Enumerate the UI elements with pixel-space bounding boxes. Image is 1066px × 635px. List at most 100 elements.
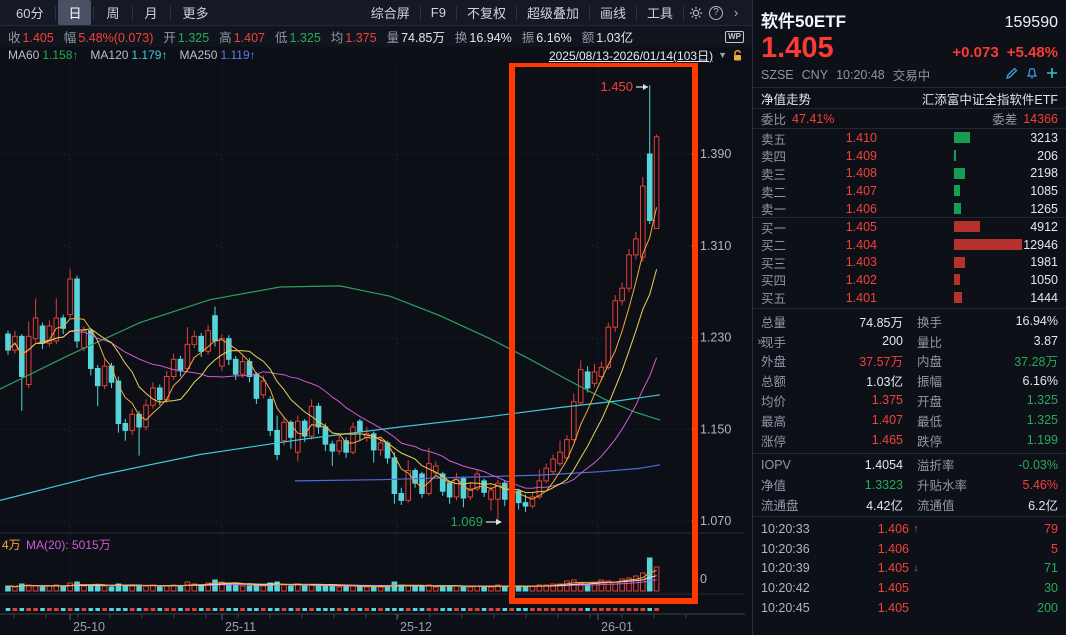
tick-row-3[interactable]: 10:20:39 1.405 ↓ 71: [761, 561, 1058, 576]
depth-bar: [954, 202, 961, 214]
sell-level-1[interactable]: 卖五 1.410 3213: [761, 131, 1058, 147]
depth-bar: [954, 150, 956, 162]
quote-stat-幅: 幅 5.48%(0.073): [63, 31, 154, 45]
quote-stat-低: 低 1.325: [274, 31, 321, 45]
depth-bar: [954, 291, 962, 303]
stat-row-流通盘: 流通盘 4.42亿 流通值 6.2亿: [761, 498, 1058, 513]
sell-level-2[interactable]: 卖四 1.409 206: [761, 148, 1058, 165]
chart-canvas[interactable]: 1.390 1.310 1.230 1.150 1.070 4万 MA(20): 5015万…: [0, 63, 752, 635]
buy-level-5[interactable]: 买五 1.401 1444: [761, 290, 1058, 307]
depth-bar: [954, 256, 965, 268]
buy-level-4[interactable]: 买四 1.402 1050: [761, 272, 1058, 289]
toolbar-item-1[interactable]: 综合屏: [370, 6, 410, 21]
weicha-label: 委差: [992, 113, 1018, 128]
weicha-value: 14366: [1023, 111, 1058, 126]
buy-level-2[interactable]: 买二 1.404 12946: [761, 237, 1058, 254]
sell-level-5[interactable]: 卖一 1.406 1265: [761, 201, 1058, 218]
stat-row-总额: 总额 1.03亿 振幅 6.16%: [761, 373, 1058, 390]
divider: [55, 5, 57, 20]
sell-level-4[interactable]: 卖二 1.407 1085: [761, 184, 1058, 200]
quote-stat-均: 均 1.375: [330, 31, 377, 45]
quote-panel: » 软件50ETF 159590 1.405 +0.073 +5.48% SZSE…: [752, 0, 1066, 635]
x-axis-label: 26-01: [601, 620, 633, 634]
toolbar-item-4[interactable]: 超级叠加: [526, 6, 579, 21]
date-range-selector[interactable]: 2025/08/13-2026/01/14(103日): [548, 48, 714, 63]
sell-level-3[interactable]: 卖三 1.408 2198: [761, 166, 1058, 182]
period-tab-2[interactable]: 日: [58, 0, 92, 25]
change-percent: +5.48%: [1006, 44, 1058, 61]
tick-row-5[interactable]: 10:20:45 1.405 200: [761, 600, 1058, 615]
exchange-label: SZSE: [761, 67, 794, 82]
volume-ma5-label: 4万: [2, 538, 21, 552]
period-tab-5[interactable]: 更多: [182, 6, 209, 21]
buy-level-3[interactable]: 买三 1.403 1981: [761, 255, 1058, 271]
toolbar-right-group: 综合屏 F9 不复权 超级叠加 画线 工具 ? ›: [363, 0, 746, 25]
tick-row-2[interactable]: 10:20:36 1.406 5: [761, 541, 1058, 556]
chart-section: 60分日周 月 更多 综合屏 F9 不复权 超级叠加 画线 工具 ? › 收 1.405 幅 5.4…: [0, 0, 752, 635]
panel-collapse-handle[interactable]: »: [757, 336, 764, 348]
alert-bell-icon[interactable]: [1026, 67, 1038, 82]
last-price: 1.405: [761, 32, 834, 64]
quote-stat-高: 高 1.407: [219, 31, 265, 45]
session-status: 交易中: [892, 69, 931, 84]
main-toolbar: 60分日周 月 更多 综合屏 F9 不复权 超级叠加 画线 工具 ? ›: [0, 0, 752, 26]
divider: [169, 5, 171, 20]
toolbar-item-6[interactable]: 工具: [646, 6, 673, 21]
stat-row-最高: 最高 1.407 最低 1.325: [761, 413, 1058, 429]
unlock-icon[interactable]: [732, 49, 744, 62]
stat-row-IOPV: IOPV 1.4054 溢折率 -0.03%: [761, 457, 1058, 474]
stat-row-现手: 现手 200 量比 3.87: [761, 334, 1058, 350]
y-axis-label: 1.390: [700, 147, 731, 161]
period-low-annotation: 1.069: [450, 514, 483, 529]
chevron-down-icon[interactable]: ▼: [718, 50, 727, 60]
wp-monitor-icon[interactable]: WP: [725, 30, 744, 43]
ma-indicator-MA120: MA120 1.179↑: [90, 48, 168, 62]
buy-order-book: 买一 1.405 4912 买二 1.404 12946 买三 1.403 1981 买四 1.40…: [753, 218, 1066, 310]
y-axis-label: 1.310: [700, 239, 731, 253]
currency-label: CNY: [801, 67, 829, 82]
divider: [419, 5, 421, 20]
divider: [588, 5, 590, 20]
candlestick-chart[interactable]: 1.390 1.310 1.230 1.150 1.070 4万 MA(20): 5015万…: [0, 63, 752, 635]
stat-row-总量: 总量 74.85万 换手 16.94%: [761, 314, 1058, 330]
toolbar-item-5[interactable]: 画线: [599, 6, 626, 21]
fund-full-name: 汇添富中证全指软件ETF: [921, 92, 1058, 107]
help-icon[interactable]: ?: [706, 4, 726, 22]
quote-stat-额: 额 1.03亿: [581, 31, 634, 45]
depth-bar: [954, 132, 970, 144]
buy-level-1[interactable]: 买一 1.405 4912: [761, 220, 1058, 236]
chevron-right-icon[interactable]: ›: [733, 5, 739, 20]
period-tab-3[interactable]: 周: [106, 6, 120, 21]
divider: [93, 5, 95, 20]
ma-indicator-MA250: MA250 1.119↑: [179, 48, 256, 62]
sell-order-book: 卖五 1.410 3213 卖四 1.409 206 卖三 1.408 2198 卖二 1.407 1…: [753, 129, 1066, 219]
add-plus-icon[interactable]: [1046, 67, 1058, 82]
nav-trend-link[interactable]: 净值走势: [761, 92, 812, 107]
stat-row-涨停: 涨停 1.465 跌停 1.199: [761, 433, 1058, 449]
toolbar-item-2[interactable]: F9: [430, 5, 446, 20]
y-axis-label: 1.230: [700, 331, 731, 345]
depth-bar: [954, 274, 960, 286]
tick-list: 10:20:33 1.406 ↑ 79 10:20:36 1.406 5 10:20:39 1.…: [753, 517, 1066, 619]
toolbar-item-3[interactable]: 不复权: [466, 6, 506, 21]
tick-row-1[interactable]: 10:20:33 1.406 ↑ 79: [761, 522, 1058, 537]
divider: [131, 5, 133, 20]
period-high-annotation: 1.450: [600, 79, 633, 94]
weibi-label: 委比: [761, 113, 787, 128]
date-range-control: 2025/08/13-2026/01/14(103日) ▼: [549, 47, 744, 64]
divider: [683, 5, 684, 20]
stats-grid: 总量 74.85万 换手 16.94% 现手 200 量比 3.87 外盘 37.57万 内盘 37.…: [753, 309, 1066, 454]
volume-zero-label: 0: [700, 572, 707, 586]
settings-gear-icon[interactable]: [686, 4, 706, 22]
edit-pencil-icon[interactable]: [1005, 67, 1018, 82]
stat-row-外盘: 外盘 37.57万 内盘 37.28万: [761, 355, 1058, 370]
divider: [455, 5, 457, 20]
depth-bar: [954, 185, 960, 197]
quote-stat-开: 开 1.325: [163, 31, 210, 45]
ma-strip: MA60 1.158↑ MA120 1.179↑ MA250 1.119↑ 2025/08…: [0, 47, 752, 63]
tick-row-4[interactable]: 10:20:42 1.405 30: [761, 580, 1058, 595]
period-tab-1[interactable]: 60分: [16, 6, 44, 21]
period-tab-4[interactable]: 月: [144, 6, 158, 21]
depth-bar: [954, 239, 1022, 250]
